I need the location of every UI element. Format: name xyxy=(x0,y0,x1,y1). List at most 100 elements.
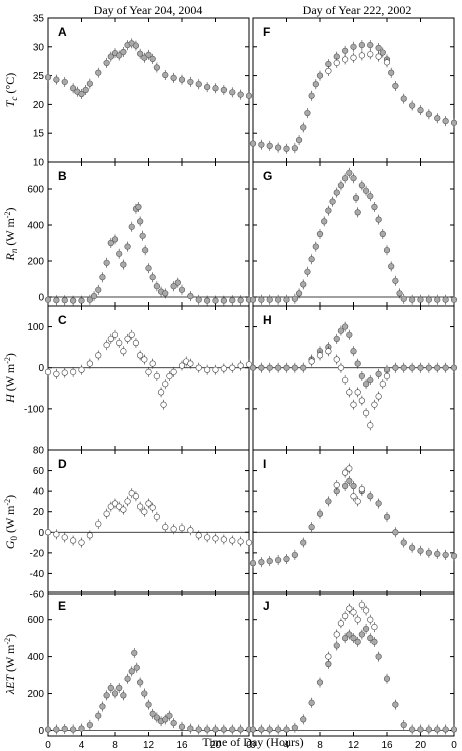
series-gray xyxy=(249,40,458,154)
data-point xyxy=(61,297,68,304)
data-point xyxy=(111,500,119,507)
data-point xyxy=(44,74,52,81)
data-point xyxy=(316,352,324,359)
x-tick-label: 12 xyxy=(348,740,360,751)
panel-frame xyxy=(252,449,455,595)
data-point xyxy=(61,534,68,541)
data-point xyxy=(124,498,131,505)
data-point xyxy=(170,283,177,290)
data-point xyxy=(153,64,160,71)
data-point xyxy=(128,490,135,497)
data-point xyxy=(300,124,307,131)
data-point xyxy=(116,503,123,510)
data-point xyxy=(178,525,186,532)
data-point xyxy=(304,268,311,275)
data-point xyxy=(450,552,458,560)
x-tick-label: 0 xyxy=(45,740,51,751)
data-point xyxy=(141,356,148,363)
y-tick-label: 400 xyxy=(27,221,44,232)
data-point xyxy=(195,726,202,733)
series-open xyxy=(325,599,378,662)
data-point xyxy=(409,726,416,733)
data-point xyxy=(195,81,202,88)
y-tick-label: 0 xyxy=(38,528,44,539)
x-tick-label: 8 xyxy=(317,740,323,751)
data-point xyxy=(291,551,298,559)
data-point xyxy=(346,477,353,484)
data-point xyxy=(392,364,399,371)
data-point xyxy=(350,175,357,182)
panel-label: A xyxy=(58,25,67,39)
data-point xyxy=(128,668,135,675)
data-point xyxy=(266,364,273,371)
data-point xyxy=(417,296,424,303)
data-point xyxy=(275,364,282,371)
data-point xyxy=(342,635,349,642)
y-tick-label: 80 xyxy=(33,446,45,457)
data-point xyxy=(342,612,349,620)
data-point xyxy=(103,341,110,349)
data-point xyxy=(316,510,324,517)
data-point xyxy=(187,293,194,300)
data-point xyxy=(90,293,98,300)
data-point xyxy=(170,74,177,82)
data-point xyxy=(70,537,77,544)
data-point xyxy=(371,638,378,645)
data-point xyxy=(442,726,449,733)
data-point xyxy=(350,348,357,355)
data-point xyxy=(316,72,324,79)
data-point xyxy=(95,712,102,719)
data-point xyxy=(337,182,345,189)
data-point xyxy=(295,290,303,297)
data-point xyxy=(362,381,370,388)
data-point xyxy=(245,539,253,546)
data-point xyxy=(350,54,357,61)
data-point xyxy=(162,381,169,388)
y-tick-label: 0 xyxy=(38,293,44,304)
data-point xyxy=(132,339,140,347)
data-point xyxy=(166,712,173,719)
data-point xyxy=(195,296,202,303)
data-point xyxy=(308,699,315,706)
data-point xyxy=(249,364,257,371)
data-point xyxy=(116,52,123,59)
data-point xyxy=(417,107,424,114)
data-point xyxy=(187,725,194,732)
y-tick-label: 200 xyxy=(27,257,44,268)
series-gray xyxy=(249,475,458,569)
data-point xyxy=(107,503,114,510)
data-point xyxy=(153,372,160,380)
data-point xyxy=(434,296,441,303)
panel-J: 0 4 8 12 16 20 0 J xyxy=(249,591,457,751)
y-axis-label: Tc (°C) xyxy=(3,73,19,107)
x-axis-label: Time of Day (Hours) xyxy=(202,735,303,749)
panel-label: H xyxy=(263,313,272,327)
data-point xyxy=(258,141,265,148)
data-point xyxy=(249,560,257,567)
data-point xyxy=(145,500,152,507)
data-point xyxy=(103,692,110,699)
data-point xyxy=(367,41,374,49)
panel-frame xyxy=(252,305,455,451)
data-point xyxy=(170,719,177,727)
data-point xyxy=(116,684,123,692)
data-point xyxy=(132,493,140,500)
data-point xyxy=(371,203,378,211)
data-point xyxy=(120,692,127,699)
data-point xyxy=(333,642,340,649)
data-point xyxy=(362,625,370,633)
data-point xyxy=(371,401,378,408)
y-tick-label: 0 xyxy=(38,726,44,737)
data-point xyxy=(149,710,156,717)
panel-I: I xyxy=(249,449,458,595)
data-point xyxy=(86,532,93,539)
data-point xyxy=(358,631,365,638)
data-point xyxy=(434,726,441,733)
data-point xyxy=(392,701,399,708)
data-point xyxy=(350,609,357,616)
data-point xyxy=(70,85,77,92)
series-open xyxy=(44,329,253,410)
panel-F: F xyxy=(249,17,458,163)
data-point xyxy=(316,230,324,238)
